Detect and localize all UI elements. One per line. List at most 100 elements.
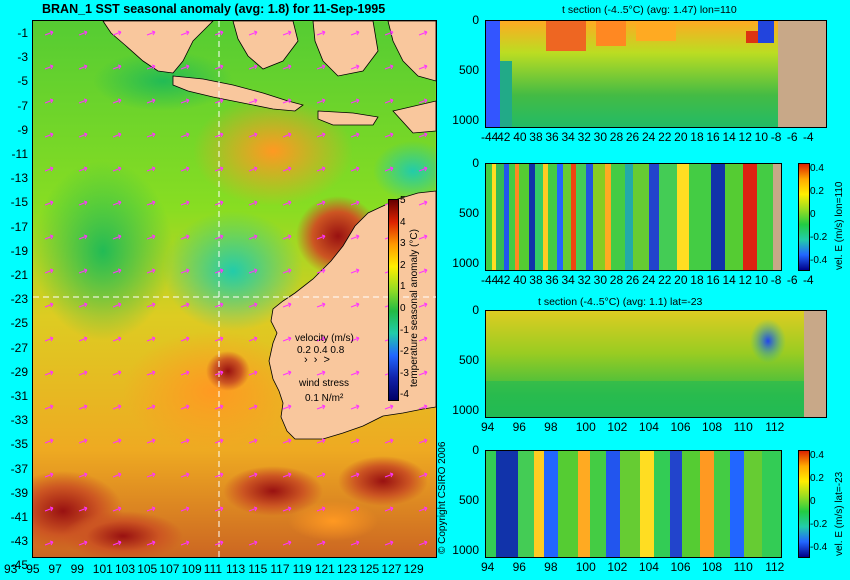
wind-arrow <box>316 268 326 274</box>
wind-arrow <box>316 472 326 478</box>
wind-arrow <box>214 302 224 308</box>
wind-arrow <box>418 64 428 70</box>
velocity-scale: 0.2 0.4 0.8 <box>297 345 345 356</box>
wind-arrow <box>282 302 292 308</box>
sst-colorbar-tick: 4 <box>400 216 406 228</box>
map-lon-tick: 93 <box>4 562 18 576</box>
section-x-tick: 18 <box>690 130 704 144</box>
wind-arrow <box>146 404 156 410</box>
wind-arrow <box>214 64 224 70</box>
wind-arrow <box>248 64 258 70</box>
section-x-tick: 102 <box>607 560 628 574</box>
sst-colorbar-tick: 3 <box>400 238 406 250</box>
wind-arrow <box>180 438 190 444</box>
wind-arrow <box>146 234 156 240</box>
section-colorbar-tick: -0.2 <box>810 519 828 531</box>
wind-arrow <box>350 336 360 342</box>
map-lat-tick: -41 <box>10 510 28 524</box>
velocity-band <box>677 164 689 270</box>
panel4-velocity-section-lat-23[interactable] <box>485 450 782 558</box>
section-x-tick: -4 <box>802 273 814 287</box>
wind-arrow <box>78 234 88 240</box>
section-depth-tick: 500 <box>458 352 479 367</box>
wind-arrow <box>214 336 224 342</box>
velocity-band <box>714 451 730 557</box>
velocity-band <box>535 164 543 270</box>
wind-arrow <box>44 506 54 512</box>
map-lon-tick: 109 <box>181 562 202 576</box>
wind-arrow <box>78 404 88 410</box>
wind-arrow <box>418 438 428 444</box>
wind-arrow <box>78 438 88 444</box>
wind-arrow <box>282 132 292 138</box>
section-colorbar-tick: -0.4 <box>810 255 828 267</box>
section-x-tick: -6 <box>786 273 798 287</box>
wind-arrow <box>350 268 360 274</box>
wind-arrow <box>112 64 122 70</box>
wind-arrow <box>44 132 54 138</box>
wind-arrow <box>316 506 326 512</box>
map-lon-tick: 99 <box>70 562 84 576</box>
wind-arrow <box>78 64 88 70</box>
wind-arrow <box>350 200 360 206</box>
wind-arrow <box>146 370 156 376</box>
velocity-band <box>593 164 605 270</box>
sst-colorbar-tick: 5 <box>400 195 406 206</box>
wind-arrow <box>112 302 122 308</box>
wind-arrow <box>384 98 394 104</box>
wind-arrow <box>146 302 156 308</box>
wind-arrow <box>316 438 326 444</box>
section-x-tick: 12 <box>738 273 752 287</box>
section-depth-tick: 0 <box>472 303 479 317</box>
wind-arrow <box>44 98 54 104</box>
panel3-temp-section-lat-23[interactable] <box>485 310 827 418</box>
map-lat-tick: -43 <box>10 534 28 549</box>
wind-arrow <box>214 472 224 478</box>
section-x-tick: 20 <box>674 273 688 287</box>
panel1-temp-section-lon110[interactable] <box>485 20 827 128</box>
wind-arrow <box>418 268 428 274</box>
wind-arrow <box>350 404 360 410</box>
wind-arrow <box>282 64 292 70</box>
panel4-colorbar-label: vel. E (m/s) lat=-23 <box>834 471 845 556</box>
wind-arrow <box>384 132 394 138</box>
velocity-band <box>590 451 606 557</box>
velocity-band <box>576 164 586 270</box>
sst-colorbar-label: temperature seasonal anomaly (°C) <box>409 229 420 387</box>
wind-arrow <box>180 166 190 172</box>
wind-arrow <box>384 30 394 36</box>
velocity-band <box>605 164 611 270</box>
velocity-band <box>534 451 544 557</box>
map-lon-tick: 127 <box>381 562 402 576</box>
wind-arrow <box>180 98 190 104</box>
panel4-colorbar <box>798 450 810 558</box>
wind-arrow <box>282 506 292 512</box>
wind-arrow <box>112 404 122 410</box>
map-lat-tick: -39 <box>10 485 28 500</box>
velocity-band <box>689 164 711 270</box>
wind-arrow <box>350 166 360 172</box>
section-x-tick: 24 <box>641 130 656 144</box>
map-lat-tick: -33 <box>10 413 28 428</box>
velocity-arrows-icon: › › > <box>304 354 330 366</box>
sst-colorbar <box>388 199 399 401</box>
map-lat-tick: -15 <box>10 195 28 210</box>
section-x-tick: 10 <box>754 273 769 287</box>
map-lon-tick: 115 <box>248 562 268 576</box>
map-lon-tick: 111 <box>203 562 223 576</box>
section-x-tick: 104 <box>638 560 659 574</box>
map-lat-tick: -9 <box>17 122 28 137</box>
velocity-band <box>670 451 682 557</box>
velocity-band <box>519 164 529 270</box>
velocity-band <box>558 451 578 557</box>
map-lat-tick: -21 <box>10 268 28 282</box>
map-lat-tick: -37 <box>10 461 28 476</box>
velocity-band <box>633 164 649 270</box>
copyright: © Copyright CSIRO 2006 <box>437 441 448 554</box>
panel2-velocity-section-lon110[interactable] <box>485 163 782 271</box>
map-lat-tick: -27 <box>10 340 28 355</box>
velocity-label: velocity (m/s) <box>295 333 354 344</box>
sst-anomaly-map[interactable]: 5 4 3 2 1 0 -1 -2 -3 -4 temperature seasonal anom… <box>32 20 437 558</box>
wind-arrow <box>180 506 190 512</box>
map-lat-tick: -3 <box>17 50 28 65</box>
